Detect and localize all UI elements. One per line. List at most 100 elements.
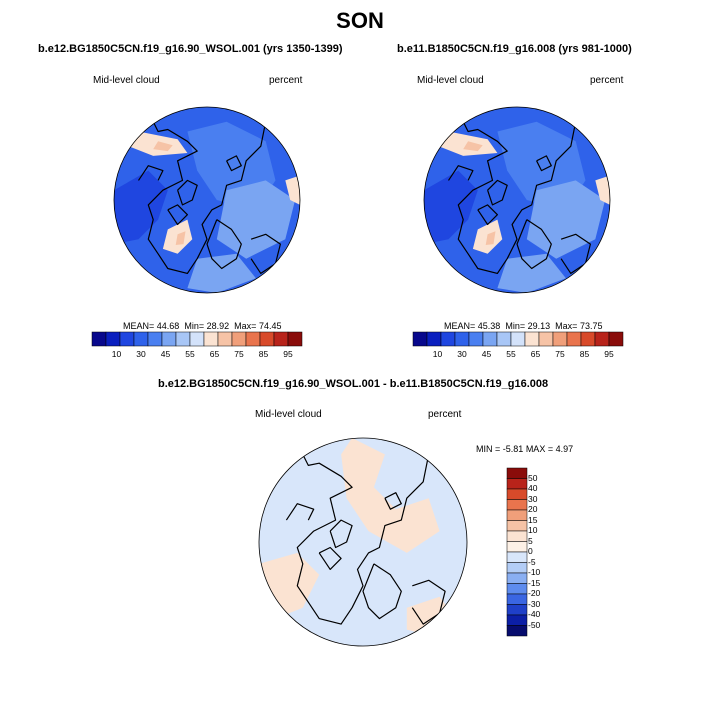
map-field bbox=[424, 107, 610, 293]
coastline bbox=[329, 519, 353, 549]
colorbar-swatch bbox=[566, 331, 582, 347]
contour-region bbox=[526, 180, 606, 259]
colorbar-swatch bbox=[608, 331, 624, 347]
coastline bbox=[411, 579, 446, 625]
diff-min-label: MIN = bbox=[476, 444, 501, 454]
colorbar-swatch bbox=[189, 331, 205, 347]
colorbar-tick-label: -30 bbox=[528, 598, 541, 609]
panel1-case-title: b.e12.BG1850C5CN.f19_g16.90_WSOL.001 (yr… bbox=[38, 43, 343, 55]
colorbar-tick-label: 5 bbox=[528, 535, 533, 546]
panel1-polar-map bbox=[113, 106, 301, 294]
panel1-stats: MEAN= 44.68 Min= 28.92 Max= 74.45 bbox=[123, 321, 281, 331]
panel2-mean-label: MEAN= bbox=[444, 321, 476, 331]
colorbar-tick-label: -15 bbox=[528, 577, 541, 588]
colorbar-tick-label: 65 bbox=[209, 349, 220, 359]
coastline bbox=[167, 204, 189, 226]
colorbar-swatch bbox=[506, 499, 528, 511]
colorbar-swatch bbox=[119, 331, 135, 347]
map-border bbox=[423, 106, 611, 294]
coastline bbox=[536, 155, 552, 172]
colorbar-swatch bbox=[412, 331, 428, 347]
colorbar-tick-label: 75 bbox=[234, 349, 244, 359]
contour-region bbox=[497, 253, 566, 293]
coastline bbox=[487, 179, 508, 206]
diff-colorbar-ticks: 50 40 30 20 15 10 5 0 -5 -10 -15 -20 -30 -40 -50 bbox=[528, 468, 558, 636]
coastline bbox=[147, 111, 267, 274]
colorbar-swatch bbox=[217, 331, 233, 347]
diff-min-value: -5.81 bbox=[502, 444, 524, 454]
colorbar-tick-label: 30 bbox=[528, 493, 538, 504]
panel1-colorbar bbox=[91, 331, 303, 347]
panel2-min-value: 29.13 bbox=[527, 321, 551, 331]
colorbar-tick-label: 30 bbox=[457, 349, 467, 359]
colorbar-swatch bbox=[506, 551, 528, 563]
colorbar-swatch bbox=[506, 509, 528, 521]
contour-region bbox=[463, 141, 483, 152]
colorbar-swatch bbox=[524, 331, 540, 347]
colorbar-tick-label: 15 bbox=[528, 514, 538, 525]
colorbar-swatch bbox=[506, 478, 528, 490]
colorbar-tick-label: 95 bbox=[604, 349, 614, 359]
colorbar-tick-label: 65 bbox=[530, 349, 541, 359]
colorbar-swatch bbox=[506, 530, 528, 542]
coastline bbox=[138, 165, 164, 181]
coastline bbox=[384, 492, 402, 510]
panel1-min-label: Min= bbox=[184, 321, 205, 331]
colorbar-swatch bbox=[245, 331, 261, 347]
colorbar-swatch bbox=[175, 331, 191, 347]
colorbar-tick-label: 75 bbox=[555, 349, 565, 359]
colorbar-swatch bbox=[506, 583, 528, 595]
colorbar-tick-label: -40 bbox=[528, 609, 541, 619]
diff-variable-label: Mid-level cloud bbox=[255, 409, 322, 420]
colorbar-swatch bbox=[506, 562, 528, 574]
colorbar-swatch bbox=[273, 331, 289, 347]
panel1-units-label: percent bbox=[269, 75, 303, 86]
colorbar-tick-label: 20 bbox=[528, 504, 538, 514]
map-field bbox=[259, 438, 467, 646]
map-field bbox=[114, 107, 300, 293]
colorbar-swatch bbox=[510, 331, 526, 347]
colorbar-tick-label: 10 bbox=[432, 349, 443, 359]
colorbar-tick-label: 85 bbox=[579, 349, 590, 359]
coastline bbox=[560, 233, 591, 274]
coastline bbox=[296, 443, 430, 625]
colorbar-swatch bbox=[506, 467, 528, 479]
colorbar-swatch bbox=[468, 331, 484, 347]
colorbar-swatch bbox=[552, 331, 568, 347]
colorbar-tick-label: 0 bbox=[528, 546, 533, 556]
colorbar-tick-label: 95 bbox=[283, 349, 293, 359]
coastline bbox=[250, 233, 281, 274]
colorbar-swatch bbox=[506, 541, 528, 553]
diff-max-label: MAX = bbox=[525, 444, 554, 454]
colorbar-tick-label: -50 bbox=[528, 619, 541, 630]
panel2-max-label: Max= bbox=[555, 321, 578, 331]
panel2-stats: MEAN= 45.38 Min= 29.13 Max= 73.75 bbox=[444, 321, 602, 331]
panel1-max-label: Max= bbox=[234, 321, 257, 331]
coastline bbox=[226, 155, 242, 172]
coastline bbox=[177, 179, 198, 206]
panel2-min-label: Min= bbox=[505, 321, 526, 331]
coastline bbox=[477, 204, 499, 226]
contour-region bbox=[285, 175, 300, 205]
panel2-variable-label: Mid-level cloud bbox=[417, 75, 484, 86]
colorbar-swatch bbox=[231, 331, 247, 347]
panel2-colorbar-ticks: 10 30 45 55 65 75 85 95 bbox=[413, 349, 623, 361]
colorbar-tick-label: 10 bbox=[528, 525, 538, 535]
contour-region bbox=[424, 170, 478, 245]
panel2-mean-value: 45.38 bbox=[477, 321, 501, 331]
colorbar-tick-label: -10 bbox=[528, 567, 541, 577]
contour-region bbox=[114, 170, 168, 245]
colorbar-tick-label: 40 bbox=[528, 483, 538, 493]
colorbar-swatch bbox=[259, 331, 275, 347]
contour-region bbox=[187, 253, 256, 293]
colorbar-swatch bbox=[147, 331, 163, 347]
colorbar-tick-label: -5 bbox=[528, 556, 536, 567]
colorbar-swatch bbox=[161, 331, 177, 347]
colorbar-swatch bbox=[454, 331, 470, 347]
map-border bbox=[113, 106, 301, 294]
colorbar-swatch bbox=[506, 604, 528, 616]
coastline bbox=[285, 503, 315, 521]
map-border bbox=[258, 437, 468, 647]
colorbar-swatch bbox=[580, 331, 596, 347]
panel2-polar-map bbox=[423, 106, 611, 294]
